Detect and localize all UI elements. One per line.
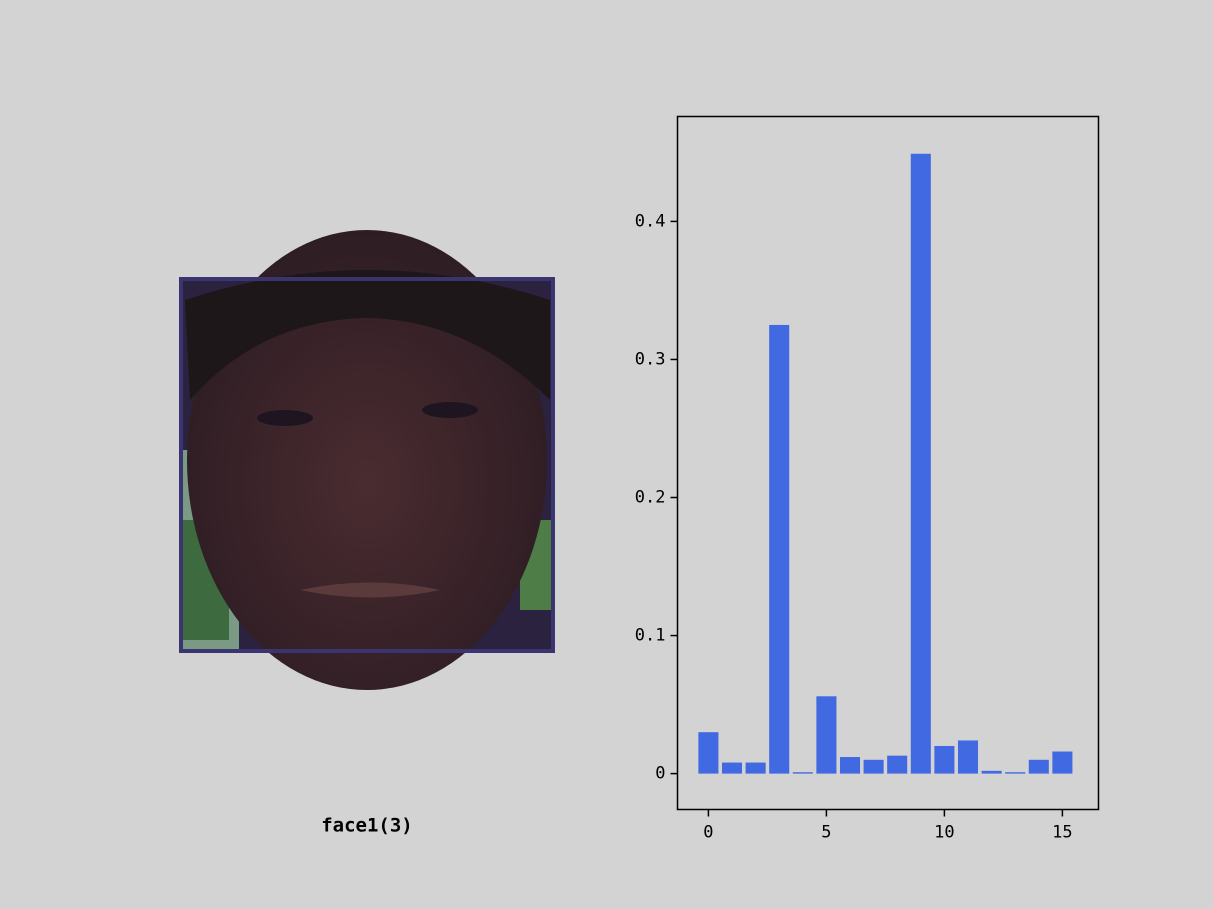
image-caption: face1(3): [321, 815, 413, 837]
bar: [769, 325, 789, 774]
bar: [698, 732, 718, 773]
bar: [1052, 752, 1072, 774]
bar: [1029, 760, 1049, 774]
bar: [840, 757, 860, 774]
bar: [864, 760, 884, 774]
y-tick-label: 0.3: [635, 349, 666, 369]
bar: [746, 763, 766, 774]
bar: [793, 772, 813, 773]
y-tick-label: 0.2: [635, 488, 666, 508]
face-image: [179, 230, 555, 690]
x-tick-label: 10: [934, 823, 954, 843]
x-tick-label: 5: [821, 823, 831, 843]
y-tick-label: 0.4: [635, 211, 666, 231]
y-tick-label: 0: [655, 764, 665, 784]
x-tick-label: 15: [1052, 823, 1072, 843]
plot-frame: [678, 117, 1099, 810]
x-tick-label: 0: [703, 823, 713, 843]
bar: [958, 740, 978, 773]
figure: face1(3) 0 0.1 0.2 0.3 0.4 0 5 10 15: [0, 0, 1213, 909]
bar: [887, 756, 907, 774]
bar: [934, 746, 954, 774]
bar: [1005, 772, 1025, 773]
y-tick-label: 0.1: [635, 626, 666, 646]
page: {"image_caption": "face1(3)", "chart_dat…: [0, 0, 1213, 909]
bar: [722, 763, 742, 774]
bar: [911, 154, 931, 774]
bar: [816, 696, 836, 773]
bar: [982, 771, 1002, 774]
